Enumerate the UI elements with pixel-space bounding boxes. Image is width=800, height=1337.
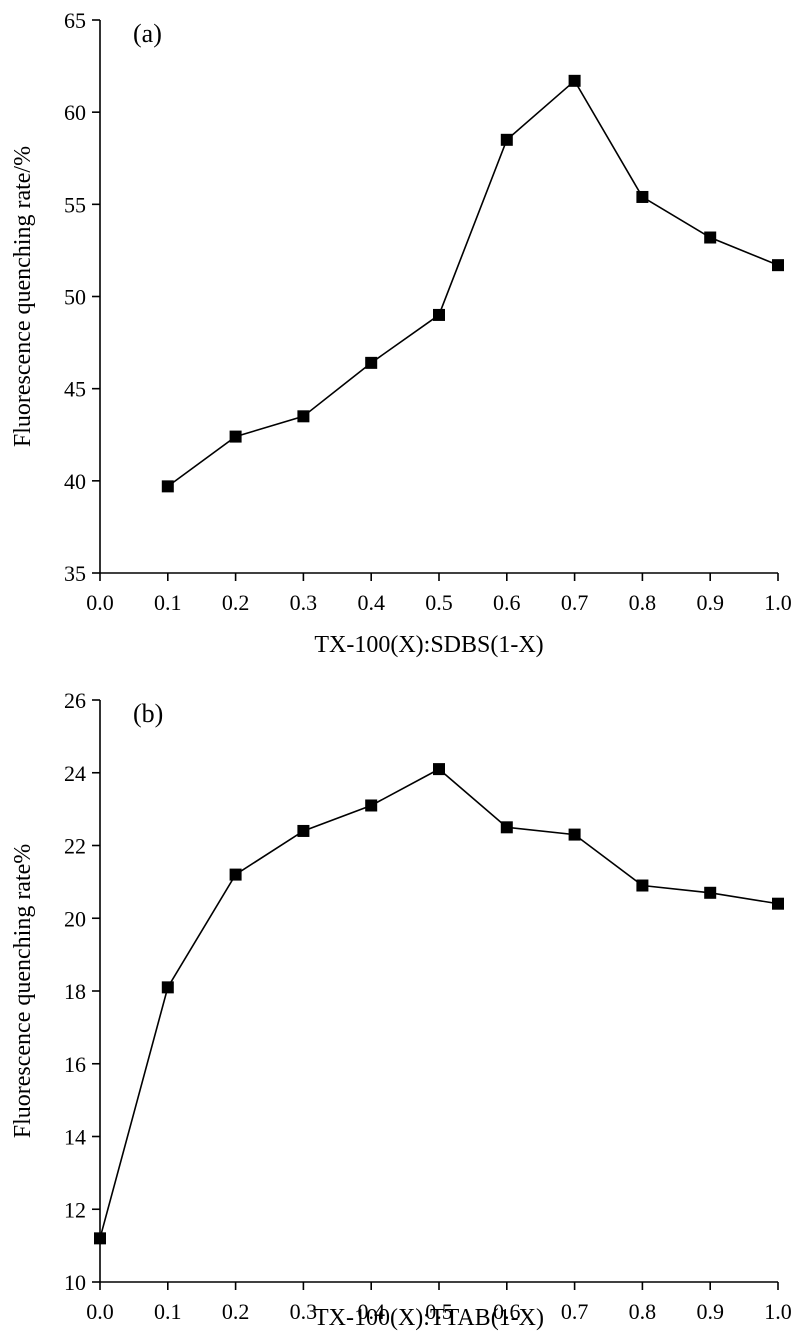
data-point-marker [636,190,649,203]
data-point-marker [500,133,513,146]
data-point-marker [365,356,378,369]
data-point-marker [704,231,717,244]
data-point-marker [636,879,649,892]
x-tick-label: 0.5 [425,1299,453,1324]
x-axis-label: TX-100(X):SDBS(1-X) [314,632,543,658]
data-point-marker [229,430,242,443]
x-tick-label: 0.1 [154,590,182,615]
data-point-marker [568,74,581,87]
data-point-marker [161,981,174,994]
x-tick-label: 0.9 [696,1299,724,1324]
y-tick-label: 45 [64,377,86,402]
x-tick-label: 0.5 [425,590,453,615]
data-point-marker [229,868,242,881]
x-tick-label: 0.6 [493,590,521,615]
x-tick-label: 1.0 [764,1299,792,1324]
panel-label: (b) [133,699,163,728]
y-axis-label: Fluorescence quenching rate% [10,844,36,1139]
x-tick-label: 0.3 [290,1299,318,1324]
y-tick-label: 50 [64,285,86,310]
data-point-marker [365,799,378,812]
data-point-marker [433,308,445,321]
data-point-marker [704,886,717,899]
y-tick-label: 22 [64,834,86,859]
y-tick-label: 55 [64,192,86,217]
x-tick-label: 1.0 [764,590,792,615]
y-axis-label: Fluorescence quenching rate/% [10,146,36,447]
y-tick-label: 40 [64,469,86,494]
data-point-marker [94,1232,106,1245]
x-tick-label: 0.7 [561,590,589,615]
y-tick-label: 35 [64,561,86,586]
y-tick-label: 10 [64,1270,86,1295]
y-tick-label: 16 [64,1052,86,1077]
x-tick-label: 0.1 [154,1299,182,1324]
x-tick-label: 0.2 [222,1299,250,1324]
x-tick-label: 0.0 [86,590,114,615]
x-tick-label: 0.4 [357,1299,385,1324]
y-tick-label: 20 [64,906,86,931]
data-point-marker [297,410,310,423]
x-tick-label: 0.9 [696,590,724,615]
y-tick-label: 12 [64,1197,86,1222]
chart-panel-b: 0.0 0.1 0.2 0.3 0.4 0.5 0.6 0.7 0.8 0.9 1.0 10 12 14 1… [10,688,792,1331]
x-tick-label: 0.8 [629,1299,657,1324]
y-tick-label: 65 [64,8,86,33]
x-tick-label: 0.7 [561,1299,589,1324]
series-line [167,79,779,488]
data-point-marker [433,763,445,776]
data-point-marker [772,897,784,910]
y-tick-label: 60 [64,100,86,125]
x-tick-label: 0.0 [86,1299,114,1324]
data-point-marker [568,828,581,841]
data-point-marker [297,824,310,837]
y-tick-label: 18 [64,979,86,1004]
x-tick-label: 0.3 [290,590,318,615]
series-line [99,768,779,1239]
data-point-marker [772,259,784,272]
x-tick-label: 0.8 [629,590,657,615]
chart-panel-a: 0.0 0.1 0.2 0.3 0.4 0.5 0.6 0.7 0.8 0.9 1.0 35 40 45 5… [10,8,792,658]
data-point-marker [500,821,513,834]
y-tick-label: 26 [64,688,86,713]
y-tick-label: 14 [64,1125,86,1150]
x-tick-label: 0.6 [493,1299,521,1324]
x-tick-label: 0.2 [222,590,250,615]
y-tick-label: 24 [64,761,86,786]
x-tick-label: 0.4 [357,590,385,615]
data-point-marker [161,480,174,493]
x-axis-label: TX-100(X):TTAB(1-X) [314,1305,544,1331]
panel-label: (a) [133,19,162,48]
